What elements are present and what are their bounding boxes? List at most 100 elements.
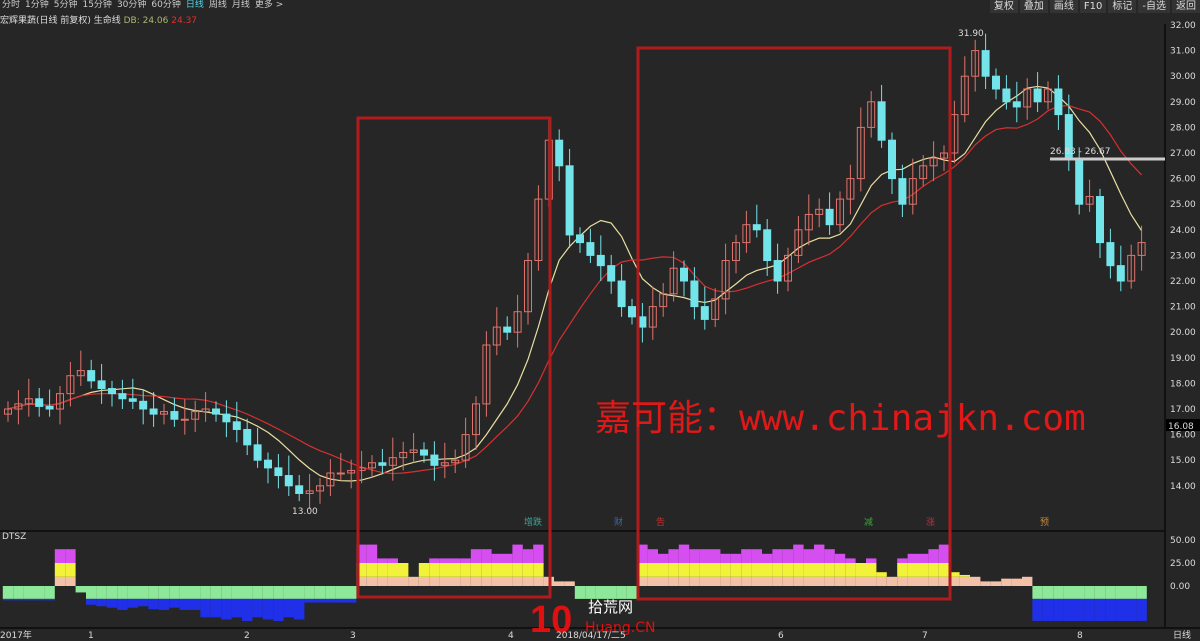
indicator-bar — [460, 558, 471, 563]
indicator-bar — [512, 576, 523, 586]
indicator-bar — [1126, 598, 1137, 621]
indicator-bar — [512, 544, 523, 563]
period-tab-1[interactable]: 1分钟 — [25, 0, 49, 10]
candle-body — [711, 298, 720, 320]
tool-button-6[interactable]: 返回 — [1172, 0, 1200, 13]
candle-body — [139, 400, 148, 410]
candle-body — [336, 472, 345, 475]
indicator-bar — [200, 586, 211, 599]
indicator-bar — [439, 558, 450, 563]
indicator-bar — [398, 563, 409, 577]
indicator-bar — [262, 586, 274, 599]
indicator-bar — [460, 576, 471, 586]
candle-body — [763, 229, 772, 262]
indicator-bar — [1105, 586, 1116, 599]
indicator-bar — [210, 598, 222, 618]
indicator-bar — [616, 586, 627, 599]
y-tick-label: 14.00 — [1170, 482, 1196, 492]
indicator-bar — [824, 549, 835, 563]
indicator-bar — [689, 549, 700, 563]
current-price-label: 16.08 — [1168, 422, 1194, 432]
indicator-bar — [772, 549, 783, 563]
indicator-bar — [221, 598, 232, 620]
high-label: 31.90 — [958, 29, 984, 39]
period-tab-5[interactable]: 60分钟 — [151, 0, 181, 10]
indicator-bar — [387, 558, 398, 563]
event-marker: 财 — [614, 516, 623, 528]
indicator-bar — [377, 563, 388, 577]
indicator-bar — [1094, 586, 1106, 599]
indicator-bar — [304, 586, 315, 599]
highlight-box — [636, 46, 952, 601]
indicator-bar — [554, 581, 565, 586]
x-axis-label: 2 — [244, 631, 250, 641]
tool-button-1[interactable]: 叠加 — [1019, 0, 1048, 13]
candle-body — [555, 139, 564, 167]
period-tab-9[interactable]: 更多 > — [254, 0, 284, 10]
tool-button-3[interactable]: F10 — [1079, 0, 1107, 13]
indicator-bar — [210, 586, 222, 599]
indicator-bar — [481, 563, 492, 577]
tool-button-5[interactable]: -自选 — [1138, 0, 1170, 13]
candle-body — [576, 234, 584, 244]
tool-button-2[interactable]: 画线 — [1049, 0, 1078, 13]
y-tick-label: 17.00 — [1170, 405, 1196, 415]
period-tab-0[interactable]: 分时 — [2, 0, 21, 10]
indicator-bar — [574, 586, 586, 599]
candle-body — [284, 475, 293, 487]
candle-body — [1002, 88, 1011, 103]
period-tab-4[interactable]: 30分钟 — [116, 0, 147, 10]
candle-body — [326, 472, 335, 487]
indicator-bar — [65, 576, 76, 586]
indicator-bar — [907, 553, 918, 563]
tool-button-4[interactable]: 标记 — [1108, 0, 1137, 13]
watermark-text: 嘉可能：www.chinajkn.com — [595, 398, 1086, 439]
period-tab-8[interactable]: 月线 — [231, 0, 250, 10]
candle-body — [638, 316, 647, 328]
indicator-bar — [1053, 586, 1064, 599]
chart-title: 宏辉果蔬(日线 前复权) 生命线 — [0, 16, 121, 26]
indicator-bar — [834, 553, 846, 563]
indicator-bar — [762, 563, 773, 577]
indicator-bar — [502, 576, 513, 586]
candle-body — [607, 265, 616, 282]
indicator-bar — [158, 598, 170, 610]
indicator-bar — [928, 576, 939, 586]
indicator-bar — [450, 576, 461, 586]
chart-info-line: 宏辉果蔬(日线 前复权) 生命线 DB: 24.06 24.37 — [0, 13, 197, 26]
indicator-bar — [148, 598, 159, 610]
candle-body — [232, 421, 241, 430]
period-tab-3[interactable]: 15分钟 — [82, 0, 112, 10]
candle-body — [773, 260, 782, 282]
indicator-bar — [522, 549, 534, 563]
period-tab-2[interactable]: 5分钟 — [53, 0, 78, 10]
y-tick-label: 19.00 — [1170, 354, 1196, 364]
indicator-bar — [450, 558, 461, 563]
period-tab-6[interactable]: 日线 — [185, 0, 204, 10]
tool-button-0[interactable]: 复权 — [989, 0, 1018, 13]
period-tab-7[interactable]: 周线 — [208, 0, 227, 10]
candle-body — [1096, 196, 1104, 244]
candle-body — [888, 139, 896, 180]
indicator-bar — [814, 576, 825, 586]
indicator-bar — [751, 576, 762, 586]
indicator-bar — [54, 563, 66, 577]
indicator-bar — [886, 576, 898, 586]
candle-body — [825, 208, 834, 226]
indicator-bar — [522, 576, 534, 586]
indicator-bar — [970, 576, 981, 586]
indicator-bar — [668, 563, 679, 577]
indicator-bar — [897, 558, 908, 563]
indicator-bar — [65, 563, 76, 577]
candle-body — [399, 452, 408, 459]
candle-body — [388, 457, 397, 466]
indicator-bar — [720, 553, 731, 563]
indicator-bar — [1136, 598, 1147, 621]
indicator-bar — [231, 598, 242, 618]
candle-body — [534, 198, 543, 262]
candle-body — [212, 408, 220, 415]
indicator-bar — [824, 563, 835, 577]
indicator-bar — [387, 563, 398, 577]
logo-cn: 拾荒网 — [588, 598, 633, 616]
